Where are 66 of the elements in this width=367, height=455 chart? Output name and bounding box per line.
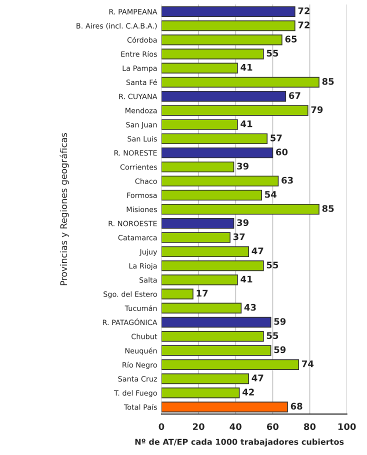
data-label: 85 <box>322 205 334 212</box>
bar <box>161 162 234 172</box>
data-label: 41 <box>240 120 252 128</box>
bar <box>161 260 264 272</box>
data-label: 54 <box>265 191 276 198</box>
bar <box>161 20 296 32</box>
bar <box>161 62 238 74</box>
bar <box>161 133 268 144</box>
bar <box>161 34 282 46</box>
bar <box>161 345 272 356</box>
data-label: 65 <box>285 36 297 42</box>
bar <box>161 190 262 201</box>
bar <box>161 331 264 342</box>
bar <box>161 302 242 314</box>
data-label: 39 <box>237 162 249 170</box>
data-label: 42 <box>242 388 254 396</box>
bar <box>161 76 320 88</box>
bar <box>161 359 300 370</box>
bar <box>161 105 308 116</box>
bar <box>161 147 274 158</box>
bar <box>161 274 238 286</box>
bar <box>161 6 296 17</box>
bar <box>161 90 286 102</box>
bar <box>161 119 238 130</box>
data-label: 47 <box>252 374 264 382</box>
data-label: 37 <box>233 233 245 240</box>
x-tick-label: 0 <box>158 423 164 430</box>
bar <box>161 48 264 60</box>
bar <box>161 402 288 412</box>
data-label: 55 <box>266 50 278 57</box>
x-tick-label: 60 <box>266 423 279 430</box>
bar <box>161 204 320 215</box>
data-label: 57 <box>270 134 282 142</box>
data-label: 68 <box>290 402 302 410</box>
data-label: 41 <box>240 276 252 282</box>
bar <box>161 246 250 258</box>
data-label: 39 <box>237 219 249 226</box>
data-label: 43 <box>244 304 256 311</box>
data-label: 41 <box>240 64 252 71</box>
data-label: 79 <box>311 106 323 114</box>
x-tick-label: 40 <box>230 423 242 430</box>
data-label: 67 <box>288 92 300 99</box>
data-label: 85 <box>322 78 334 85</box>
data-label: 55 <box>266 332 278 340</box>
data-label: 60 <box>276 148 288 156</box>
bar <box>161 288 194 300</box>
bar <box>161 218 234 229</box>
data-label: 63 <box>282 176 293 184</box>
data-label: 17 <box>196 290 208 297</box>
bar <box>161 388 240 398</box>
data-label: 72 <box>298 7 310 14</box>
data-label: 74 <box>302 360 314 368</box>
bar <box>161 176 279 186</box>
x-tick-label: 100 <box>338 423 356 430</box>
bar <box>161 316 272 328</box>
data-label: 59 <box>274 346 286 354</box>
data-label: 47 <box>252 248 264 254</box>
data-label: 55 <box>266 262 278 268</box>
x-axis-title: Nº de AT/EP cada 1000 trabajadores cubiertos <box>135 438 344 446</box>
bar <box>161 373 250 384</box>
data-label: 59 <box>274 318 286 325</box>
bar <box>161 232 230 243</box>
x-tick-label: 80 <box>304 423 316 430</box>
data-label: 72 <box>298 22 310 28</box>
x-tick-label: 20 <box>192 423 204 430</box>
y-axis-title: Provincias y Regiones geográficas <box>60 133 69 286</box>
